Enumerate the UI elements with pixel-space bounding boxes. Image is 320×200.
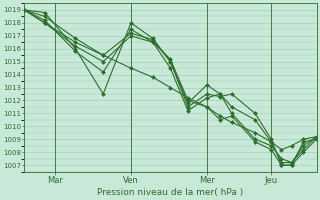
X-axis label: Pression niveau de la mer( hPa ): Pression niveau de la mer( hPa ) bbox=[97, 188, 244, 197]
